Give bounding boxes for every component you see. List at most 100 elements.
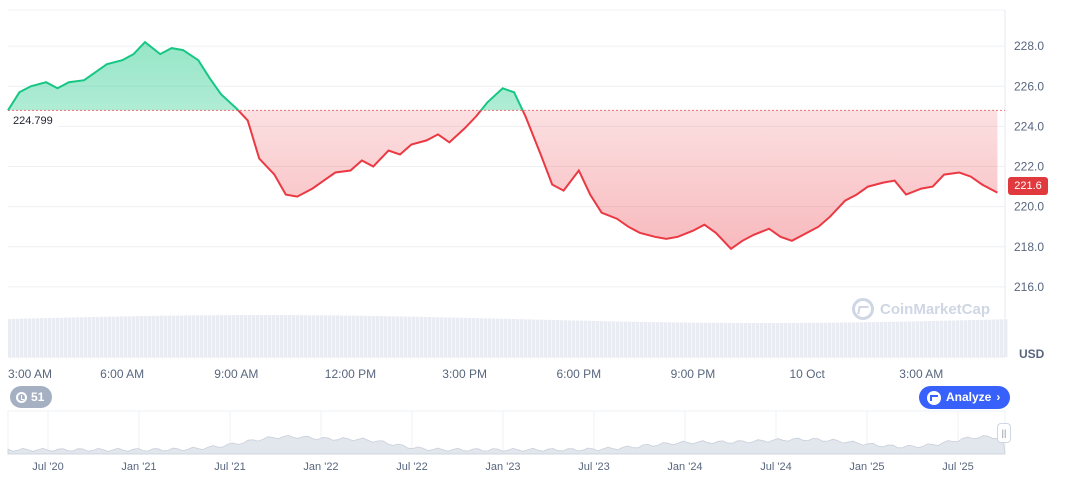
volume-bar <box>300 315 304 357</box>
volume-bar <box>332 315 336 357</box>
volume-bar <box>912 321 916 357</box>
navigator-label: Jan '24 <box>667 461 702 473</box>
events-button[interactable]: 51 <box>10 386 53 408</box>
x-tick-label: 9:00 PM <box>671 367 716 381</box>
volume-bar <box>160 315 164 357</box>
volume-bar <box>616 321 620 357</box>
volume-bar <box>904 321 908 357</box>
analyze-logo-icon <box>927 390 941 405</box>
volume-bar <box>756 322 760 357</box>
volume-bar <box>876 322 880 357</box>
y-tick-label: 216.0 <box>1014 280 1044 294</box>
series-line-down <box>8 110 998 251</box>
volume-bar <box>512 319 516 357</box>
volume-bar <box>156 315 160 357</box>
volume-bar <box>52 317 56 357</box>
volume-bar <box>552 320 556 357</box>
volume-bar <box>528 319 532 357</box>
volume-bar <box>356 315 360 357</box>
volume-bar <box>956 320 960 357</box>
volume-bar <box>796 322 800 357</box>
volume-bar <box>428 317 432 357</box>
volume-bar <box>240 315 244 357</box>
volume-bar <box>320 315 324 357</box>
x-tick-label: 10 Oct <box>789 367 825 381</box>
volume-bar <box>480 318 484 357</box>
volume-bar <box>128 316 132 357</box>
volume-bar <box>32 318 36 357</box>
volume-bar <box>720 322 724 357</box>
volume-bar <box>664 322 668 357</box>
volume-bar <box>824 322 828 357</box>
volume-bar <box>60 317 64 357</box>
volume-bar <box>636 321 640 357</box>
volume-bar <box>272 315 276 357</box>
volume-bar <box>688 322 692 357</box>
x-tick-label: 6:00 AM <box>100 367 144 381</box>
volume-bar <box>548 319 552 357</box>
volume-bar <box>124 316 128 357</box>
volume-bar <box>576 320 580 357</box>
navigator-label: Jan '22 <box>303 461 338 473</box>
volume-bar <box>980 319 984 357</box>
volume-bar <box>136 316 140 357</box>
volume-bar <box>416 316 420 357</box>
volume-bar <box>324 315 328 357</box>
y-tick-label: 220.0 <box>1014 200 1044 214</box>
volume-bar <box>12 318 16 357</box>
volume-bar <box>188 315 192 357</box>
volume-bar <box>780 322 784 357</box>
volume-bar <box>804 322 808 357</box>
volume-bars <box>8 315 1008 357</box>
analyze-button[interactable]: Analyze › <box>919 386 1011 409</box>
volume-bar <box>896 321 900 357</box>
volume-bar <box>696 322 700 357</box>
volume-bar <box>600 321 604 357</box>
volume-bar <box>476 318 480 357</box>
navigator-label: Jan '21 <box>121 461 156 473</box>
navigator-label: Jul '24 <box>760 461 791 473</box>
x-tick-label: 6:00 PM <box>556 367 601 381</box>
volume-bar <box>644 321 648 357</box>
volume-bar <box>132 316 136 357</box>
volume-bar <box>252 315 256 357</box>
volume-bar <box>620 321 624 357</box>
volume-bar <box>584 320 588 357</box>
volume-bar <box>488 318 492 357</box>
volume-bar <box>408 316 412 357</box>
volume-bar <box>328 315 332 357</box>
volume-bar <box>344 315 348 357</box>
volume-bar <box>448 317 452 357</box>
events-count: 51 <box>31 390 45 404</box>
volume-bar <box>732 322 736 357</box>
volume-bar <box>232 315 236 357</box>
volume-bar <box>940 320 944 357</box>
volume-bar <box>444 317 448 357</box>
volume-bar <box>348 315 352 357</box>
volume-bar <box>984 319 988 357</box>
volume-bar <box>152 315 156 357</box>
y-tick-label: 224.0 <box>1014 119 1044 133</box>
volume-bar <box>148 315 152 357</box>
volume-bar <box>692 322 696 357</box>
navigator-label: Jan '25 <box>849 461 884 473</box>
volume-bar <box>592 320 596 357</box>
volume-bar <box>856 322 860 357</box>
volume-bar <box>284 315 288 357</box>
volume-bar <box>244 315 248 357</box>
volume-bar <box>836 322 840 357</box>
y-tick-label: 228.0 <box>1014 39 1044 53</box>
volume-bar <box>768 322 772 357</box>
coinmarketcap-logo-icon <box>852 298 874 320</box>
volume-bar <box>236 315 240 357</box>
volume-bar <box>400 316 404 357</box>
volume-bar <box>304 315 308 357</box>
volume-bar <box>24 318 28 357</box>
volume-bar <box>80 317 84 357</box>
volume-bar <box>712 322 716 357</box>
volume-bar <box>596 321 600 357</box>
volume-bar <box>56 317 60 357</box>
volume-bar <box>276 315 280 357</box>
navigator-handle[interactable]: || <box>997 423 1011 443</box>
